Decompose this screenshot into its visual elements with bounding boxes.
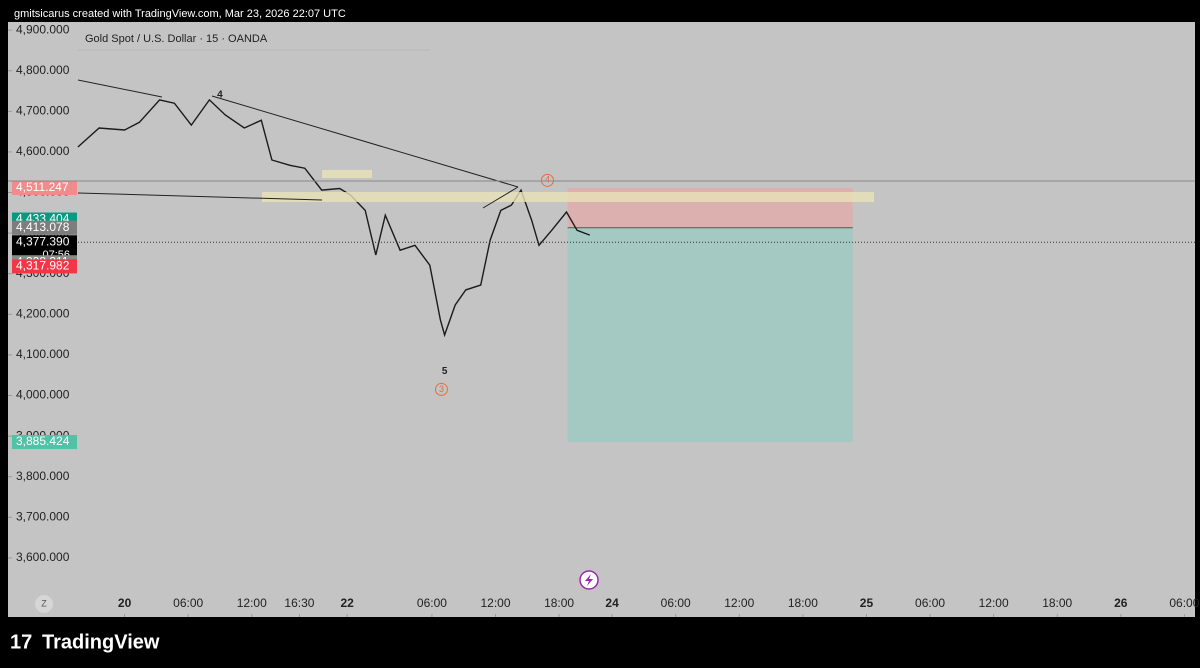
annotation-circle [434, 382, 448, 396]
price-label-box [12, 220, 77, 235]
trendline [211, 95, 519, 188]
x-tick-label: 18:00 [788, 596, 818, 610]
x-tick-label: 26 [1114, 596, 1128, 610]
x-tick-label: 18:00 [544, 596, 574, 610]
trendline [77, 79, 163, 98]
x-tick-label: 06:00 [915, 596, 945, 610]
annotation: 4 [217, 90, 223, 101]
annotation: 3 [439, 384, 444, 394]
y-tick-label: 4,800.000 [16, 63, 70, 77]
trendline [482, 186, 519, 209]
x-tick-label: 06:00 [661, 596, 691, 610]
drawings [8, 79, 1195, 209]
x-tick-label: 06:00 [417, 596, 447, 610]
chart: Gold Spot / U.S. Dollar · 15 · OANDA 3,60… [8, 22, 1200, 617]
price-label: 4,317.982 [16, 259, 70, 273]
x-tick-label: 06:00 [1169, 596, 1199, 610]
y-tick-label: 4,900.000 [16, 22, 70, 36]
y-tick-label: 4,700.000 [16, 103, 70, 117]
price-label-box [12, 435, 77, 450]
x-tick-label: 18:00 [1042, 596, 1072, 610]
x-tick-label: 12:00 [979, 596, 1009, 610]
x-tick-label: 06:00 [173, 596, 203, 610]
x-tick-label: 16:30 [284, 596, 314, 610]
footer-logo: 17 [10, 631, 32, 653]
price-label-box [12, 180, 77, 195]
target-zone [567, 227, 853, 443]
y-tick-label: 3,800.000 [16, 469, 70, 483]
y-tick-label: 4,100.000 [16, 347, 70, 361]
trendline [77, 192, 323, 201]
x-tick-label: 25 [860, 596, 874, 610]
annotation: 4 [545, 175, 550, 185]
chart-title: Gold Spot / U.S. Dollar · 15 · OANDA [85, 33, 268, 45]
zone [262, 192, 874, 202]
x-tick-label: 22 [340, 596, 354, 610]
scale-button-label: Z [41, 598, 47, 608]
annotation-circle [540, 173, 554, 187]
y-tick-label: 3,600.000 [16, 550, 70, 564]
y-tick-label: 4,000.000 [16, 388, 70, 402]
price-label: 4,413.078 [16, 220, 70, 234]
zone [322, 170, 372, 178]
y-tick-label: 4,200.000 [16, 306, 70, 320]
y-tick-label: 3,700.000 [16, 509, 70, 523]
x-tick-label: 12:00 [724, 596, 754, 610]
price-label: 3,885.424 [16, 434, 70, 448]
price-label: 4,511.247 [16, 180, 69, 194]
price-label: 4,377.390 [16, 234, 70, 248]
x-tick-label: 12:00 [237, 596, 267, 610]
x-tick-label: 20 [118, 596, 132, 610]
header: gmitsicarus created with TradingView.com… [14, 8, 346, 20]
annotation: 5 [442, 366, 448, 377]
footer-brand: TradingView [42, 631, 160, 653]
y-tick-label: 4,600.000 [16, 144, 70, 158]
scale-button[interactable] [35, 595, 53, 613]
chart-panel [8, 22, 1195, 617]
x-tick-label: 12:00 [481, 596, 511, 610]
x-tick-label: 24 [605, 596, 619, 610]
event-icon-bolt [585, 574, 593, 586]
price-label-box [12, 259, 77, 274]
